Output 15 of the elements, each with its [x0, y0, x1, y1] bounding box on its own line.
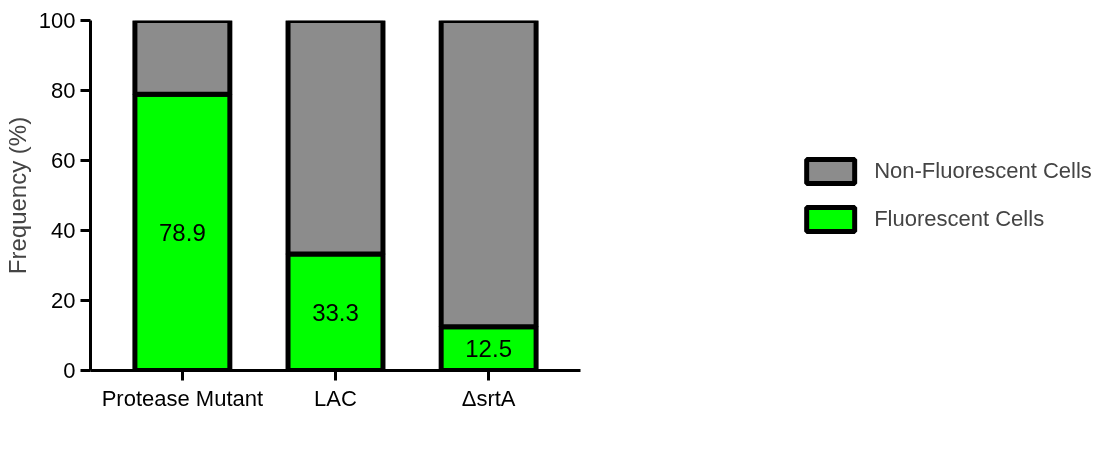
y-axis-title: Frequency (%): [3, 116, 31, 275]
x-tick-label: Protease Mutant: [101, 385, 264, 411]
data-label: 78.9: [159, 218, 206, 246]
y-tick-label: 20: [51, 288, 76, 313]
data-label: 33.3: [312, 298, 359, 326]
data-label: 12.5: [465, 335, 512, 363]
y-tick-label: 60: [51, 148, 76, 173]
y-tick-label: 100: [38, 8, 76, 33]
y-tick-label: 0: [63, 358, 76, 383]
legend-label: Non-Fluorescent Cells: [874, 158, 1092, 184]
x-tick-label: ΔsrtA: [461, 385, 516, 411]
y-tick-label: 80: [51, 78, 76, 103]
x-tick-label: LAC: [314, 385, 358, 411]
legend-label: Fluorescent Cells: [874, 206, 1045, 232]
y-tick-label: 40: [51, 218, 76, 243]
